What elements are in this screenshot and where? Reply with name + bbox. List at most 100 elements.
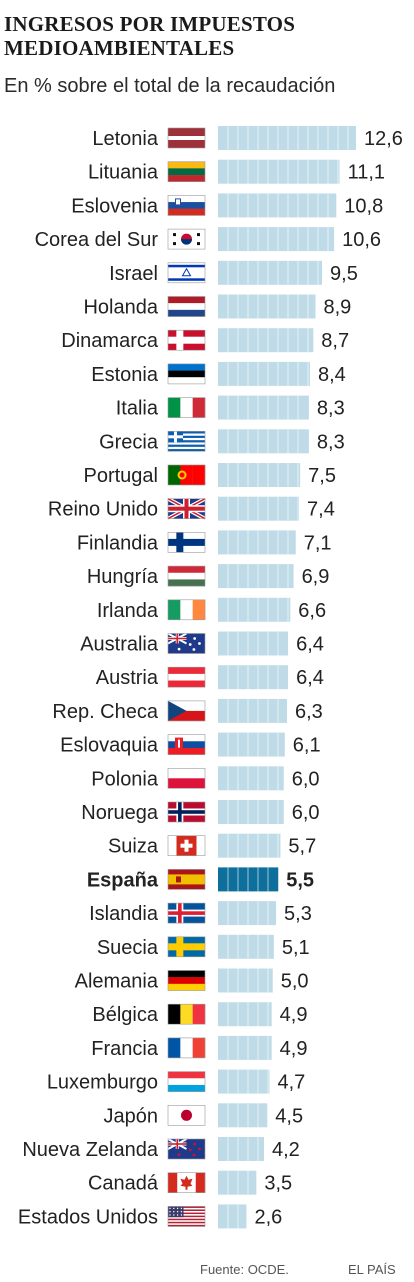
country-label-noruega: Noruega: [81, 802, 159, 824]
bar-estonia: [218, 361, 310, 386]
spain-flag-icon: [167, 869, 206, 890]
bar-francia: [218, 1035, 272, 1060]
value-label-noruega: 6,0: [292, 802, 320, 824]
value-label-holanda: 8,9: [323, 297, 351, 319]
value-label-polonia: 6,0: [292, 768, 320, 790]
country-label-hungria: Hungría: [87, 566, 159, 588]
bar-alemania: [218, 968, 273, 993]
bar-irlanda: [218, 597, 291, 622]
latvia-flag-icon: [167, 127, 206, 149]
value-label-portugal: 7,5: [308, 465, 336, 487]
value-label-suiza: 5,7: [288, 836, 316, 858]
value-label-lituania: 11,1: [348, 162, 385, 184]
country-label-alemania: Alemania: [75, 971, 159, 993]
country-label-dinamarca: Dinamarca: [61, 330, 159, 352]
czech-republic-flag-icon: [167, 700, 206, 722]
lithuania-flag-icon: [167, 161, 206, 183]
country-label-holanda: Holanda: [83, 297, 158, 319]
value-label-islandia: 5,3: [284, 903, 312, 925]
country-label-rep-checa: Rep. Checa: [52, 701, 158, 723]
bar-holanda: [218, 294, 316, 319]
value-label-francia: 4,9: [280, 1038, 308, 1060]
country-label-portugal: Portugal: [84, 465, 159, 487]
norway-flag-icon: [167, 801, 206, 823]
ireland-flag-icon: [167, 599, 206, 621]
bar-canada: [218, 1170, 257, 1195]
bar-eslovenia: [218, 193, 337, 218]
united-kingdom-flag-icon: [167, 496, 206, 521]
value-label-hungria: 6,9: [302, 566, 330, 588]
denmark-flag-icon: [167, 329, 206, 351]
value-label-espana: 5,5: [286, 869, 314, 891]
country-label-italia: Italia: [116, 398, 159, 420]
germany-flag-icon: [167, 970, 206, 991]
bar-hungria: [218, 564, 294, 589]
finland-flag-icon: [167, 532, 206, 553]
brand-label: EL PAÍS: [348, 1262, 396, 1277]
country-label-nueva-zelanda: Nueva Zelanda: [22, 1139, 159, 1161]
bar-luxemburgo: [218, 1069, 270, 1094]
bar-estados-unidos: [218, 1204, 247, 1229]
bar-corea-del-sur: [218, 227, 335, 252]
bar-lituania: [218, 159, 340, 184]
bar-suecia: [218, 934, 274, 959]
new-zealand-flag-icon: [167, 1138, 206, 1160]
bar-japon: [218, 1103, 268, 1128]
country-label-estonia: Estonia: [91, 364, 159, 386]
iceland-flag-icon: [167, 902, 206, 924]
bar-chart: Letonia 12,6 Lituania 11,1 Eslovenia 10,8 Core…: [18, 126, 403, 1229]
value-label-italia: 8,3: [317, 398, 345, 420]
greece-flag-icon: [167, 430, 206, 452]
country-label-polonia: Polonia: [91, 768, 159, 790]
austria-flag-icon: [167, 666, 206, 688]
japan-flag-icon: [167, 1104, 206, 1126]
country-label-suiza: Suiza: [108, 836, 159, 858]
value-label-irlanda: 6,6: [298, 600, 326, 622]
bar-polonia: [218, 766, 284, 791]
country-label-grecia: Grecia: [99, 431, 159, 453]
value-label-letonia: 12,6: [364, 128, 403, 150]
value-label-nueva-zelanda: 4,2: [272, 1139, 300, 1161]
bar-italia: [218, 395, 309, 420]
italy-flag-icon: [167, 397, 206, 418]
bar-portugal: [218, 463, 301, 487]
country-label-canada: Canadá: [88, 1173, 159, 1195]
canada-flag-icon: [167, 1172, 206, 1193]
poland-flag-icon: [167, 767, 206, 789]
country-label-letonia: Letonia: [92, 128, 158, 150]
hungary-flag-icon: [167, 565, 206, 587]
country-label-australia: Australia: [80, 634, 159, 656]
country-label-japon: Japón: [104, 1105, 159, 1127]
chart-title: INGRESOS POR IMPUESTOS MEDIOAMBIENTALES: [4, 12, 296, 60]
country-label-francia: Francia: [91, 1038, 159, 1060]
value-label-alemania: 5,0: [281, 971, 309, 993]
bar-reino-unido: [218, 496, 300, 521]
france-flag-icon: [167, 1037, 206, 1059]
value-label-japon: 4,5: [275, 1105, 303, 1127]
country-label-reino-unido: Reino Unido: [48, 499, 158, 521]
country-label-luxemburgo: Luxemburgo: [47, 1072, 158, 1094]
country-label-israel: Israel: [109, 263, 158, 285]
country-label-estados-unidos: Estados Unidos: [18, 1206, 158, 1228]
bar-grecia: [218, 429, 309, 454]
bar-rep-checa: [218, 698, 287, 723]
bar-belgica: [218, 1002, 272, 1027]
country-label-belgica: Bélgica: [92, 1004, 158, 1026]
estonia-flag-icon: [167, 363, 206, 385]
bar-espana: [218, 867, 279, 892]
bar-noruega: [218, 800, 284, 824]
usa-flag-icon: [167, 1206, 206, 1227]
bar-finlandia: [218, 530, 296, 555]
country-label-corea-del-sur: Corea del Sur: [35, 229, 159, 251]
value-label-rep-checa: 6,3: [295, 701, 323, 723]
value-label-corea-del-sur: 10,6: [342, 229, 381, 251]
bar-dinamarca: [218, 328, 314, 353]
value-label-estados-unidos: 2,6: [254, 1206, 282, 1228]
source-note: Fuente: OCDE.: [200, 1262, 289, 1277]
country-label-eslovenia: Eslovenia: [71, 195, 159, 217]
country-label-lituania: Lituania: [88, 162, 159, 184]
value-label-luxemburgo: 4,7: [277, 1072, 305, 1094]
country-label-islandia: Islandia: [89, 903, 159, 925]
country-label-suecia: Suecia: [97, 937, 159, 959]
slovakia-flag-icon: [167, 734, 206, 755]
